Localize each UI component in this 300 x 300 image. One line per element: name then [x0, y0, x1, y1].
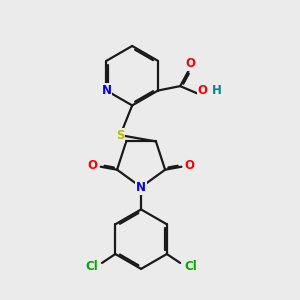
- Text: O: O: [185, 159, 195, 172]
- Text: N: N: [101, 84, 111, 97]
- Text: O: O: [87, 159, 98, 172]
- Text: N: N: [136, 181, 146, 194]
- Text: S: S: [116, 129, 124, 142]
- Text: O: O: [186, 57, 196, 70]
- Text: O: O: [197, 84, 208, 97]
- Text: H: H: [212, 84, 221, 97]
- Text: Cl: Cl: [184, 260, 197, 273]
- Text: Cl: Cl: [85, 260, 98, 273]
